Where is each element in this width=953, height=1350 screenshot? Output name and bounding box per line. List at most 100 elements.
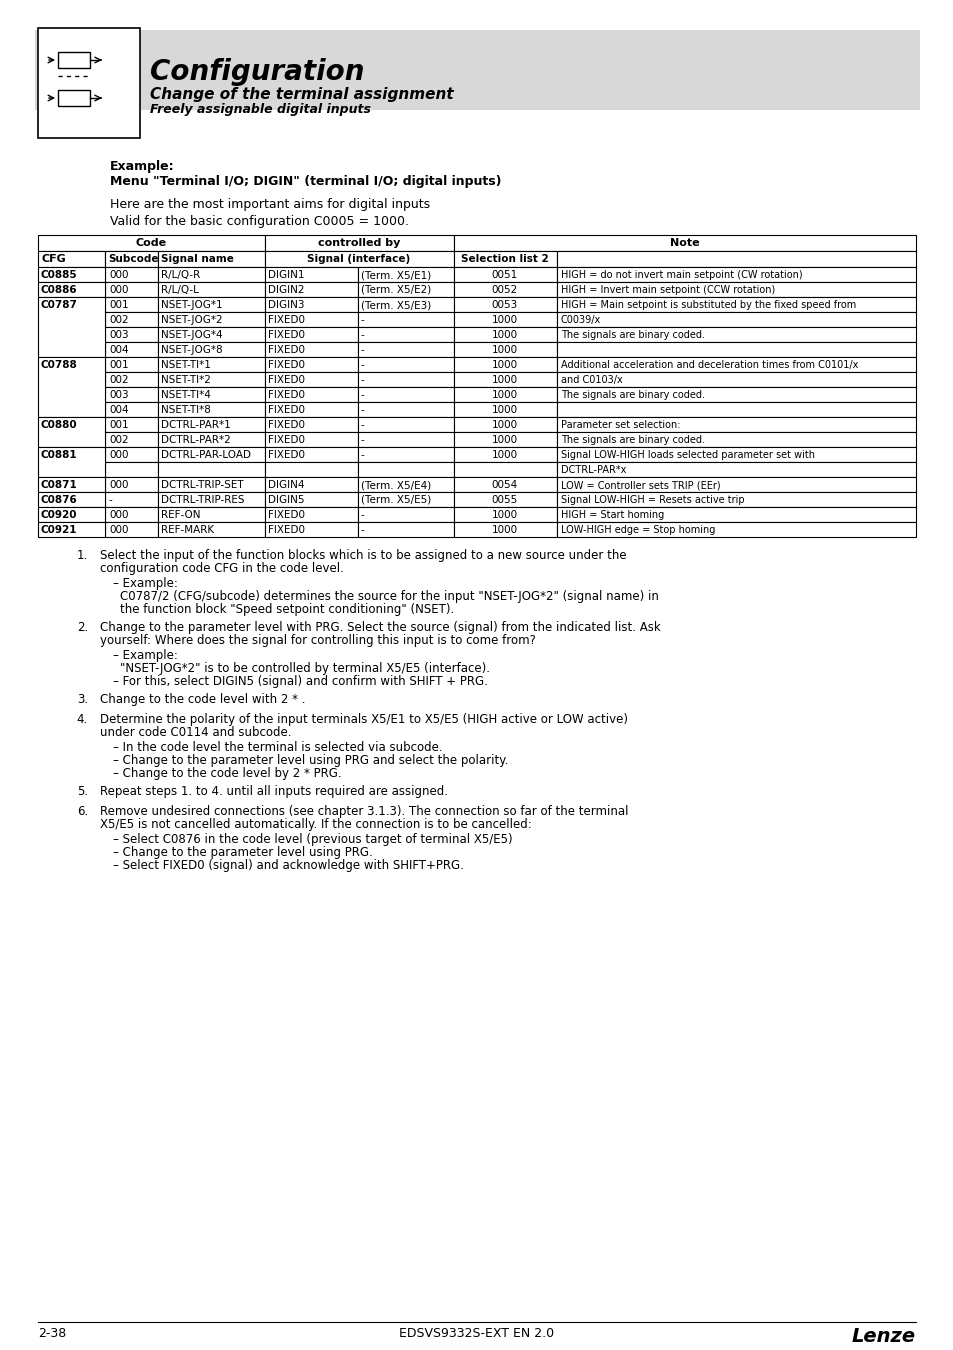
Text: (Term. X5/E1): (Term. X5/E1) [360, 270, 431, 279]
Text: C0871: C0871 [41, 481, 77, 490]
Text: Additional acceleration and deceleration times from C0101/x: Additional acceleration and deceleration… [560, 360, 858, 370]
Bar [265, 462, 357, 477]
Text: NSET-JOG*8: NSET-JOG*8 [161, 346, 222, 355]
Text: EDSVS9332S-EXT EN 2.0: EDSVS9332S-EXT EN 2.0 [399, 1327, 554, 1341]
Text: C0880: C0880 [41, 420, 77, 431]
Bar [557, 312, 915, 327]
Bar [35, 30, 919, 109]
Bar [265, 402, 357, 417]
Text: Repeat steps 1. to 4. until all inputs required are assigned.: Repeat steps 1. to 4. until all inputs r… [100, 784, 448, 798]
Bar [454, 282, 557, 297]
Bar [265, 491, 357, 508]
Bar [265, 477, 357, 491]
Text: -: - [360, 420, 364, 431]
Bar [557, 297, 915, 312]
Text: X5/E5 is not cancelled automatically. If the connection is to be cancelled:: X5/E5 is not cancelled automatically. If… [100, 818, 531, 832]
Text: 003: 003 [109, 390, 129, 400]
Text: Change to the code level with 2 * .: Change to the code level with 2 * . [100, 693, 305, 706]
Text: 0053: 0053 [492, 300, 517, 310]
Bar [557, 447, 915, 462]
Text: – In the code level the terminal is selected via subcode.: – In the code level the terminal is sele… [112, 741, 442, 755]
Text: FIXED0: FIXED0 [268, 525, 305, 535]
Bar [454, 356, 557, 373]
Text: FIXED0: FIXED0 [268, 405, 305, 414]
Bar [105, 432, 158, 447]
Text: Code: Code [135, 238, 167, 248]
Text: -: - [360, 510, 364, 520]
Text: NSET-TI*4: NSET-TI*4 [161, 390, 211, 400]
Text: 1000: 1000 [492, 435, 517, 446]
Bar [38, 508, 105, 522]
Bar [454, 432, 557, 447]
Bar [454, 508, 557, 522]
Text: "NSET-JOG*2" is to be controlled by terminal X5/E5 (interface).: "NSET-JOG*2" is to be controlled by term… [120, 662, 490, 675]
Bar [38, 28, 140, 138]
Text: DCTRL-PAR*x: DCTRL-PAR*x [560, 464, 626, 475]
Bar [38, 522, 105, 537]
Bar [454, 387, 557, 402]
Bar [158, 373, 265, 387]
Bar [357, 342, 454, 356]
Text: DCTRL-TRIP-RES: DCTRL-TRIP-RES [161, 495, 244, 505]
Text: FIXED0: FIXED0 [268, 315, 305, 325]
Text: 004: 004 [109, 346, 129, 355]
Text: 002: 002 [109, 435, 129, 446]
Text: 0051: 0051 [492, 270, 517, 279]
Bar [158, 342, 265, 356]
Bar [454, 327, 557, 342]
Bar [357, 447, 454, 462]
Text: -: - [360, 360, 364, 370]
Bar [454, 251, 557, 267]
Bar [357, 477, 454, 491]
Bar [557, 462, 915, 477]
Bar [557, 267, 915, 282]
Bar [105, 342, 158, 356]
Text: 001: 001 [109, 300, 129, 310]
Bar [357, 282, 454, 297]
Text: -: - [360, 405, 364, 414]
Bar [557, 387, 915, 402]
Text: 000: 000 [109, 525, 129, 535]
Bar [265, 282, 357, 297]
Bar [454, 235, 915, 251]
Text: 1000: 1000 [492, 346, 517, 355]
Text: (Term. X5/E3): (Term. X5/E3) [360, 300, 431, 310]
Text: R/L/Q-L: R/L/Q-L [161, 285, 198, 296]
Text: – Example:: – Example: [112, 649, 177, 662]
Bar [38, 491, 105, 508]
Bar [454, 491, 557, 508]
Bar [158, 491, 265, 508]
Text: The signals are binary coded.: The signals are binary coded. [560, 329, 704, 340]
Text: 004: 004 [109, 405, 129, 414]
Bar [454, 312, 557, 327]
Text: 000: 000 [109, 285, 129, 296]
Bar [557, 251, 915, 267]
Bar [357, 387, 454, 402]
Bar [158, 522, 265, 537]
Bar [158, 447, 265, 462]
Text: Note: Note [670, 238, 700, 248]
Bar [158, 297, 265, 312]
Text: -: - [109, 495, 112, 505]
Text: NSET-JOG*2: NSET-JOG*2 [161, 315, 222, 325]
Bar [105, 491, 158, 508]
Bar [357, 267, 454, 282]
Bar [265, 522, 357, 537]
Bar [454, 462, 557, 477]
Text: 001: 001 [109, 420, 129, 431]
Bar [557, 327, 915, 342]
Bar [38, 417, 105, 447]
Text: FIXED0: FIXED0 [268, 346, 305, 355]
Bar [38, 297, 105, 356]
Bar [454, 447, 557, 462]
Bar [454, 373, 557, 387]
Text: HIGH = Main setpoint is substituted by the fixed speed from: HIGH = Main setpoint is substituted by t… [560, 300, 856, 310]
Text: 003: 003 [109, 329, 129, 340]
Bar [454, 342, 557, 356]
Bar [158, 251, 265, 267]
Text: 1000: 1000 [492, 360, 517, 370]
Text: -: - [360, 329, 364, 340]
Text: FIXED0: FIXED0 [268, 420, 305, 431]
Text: FIXED0: FIXED0 [268, 375, 305, 385]
Bar [357, 508, 454, 522]
